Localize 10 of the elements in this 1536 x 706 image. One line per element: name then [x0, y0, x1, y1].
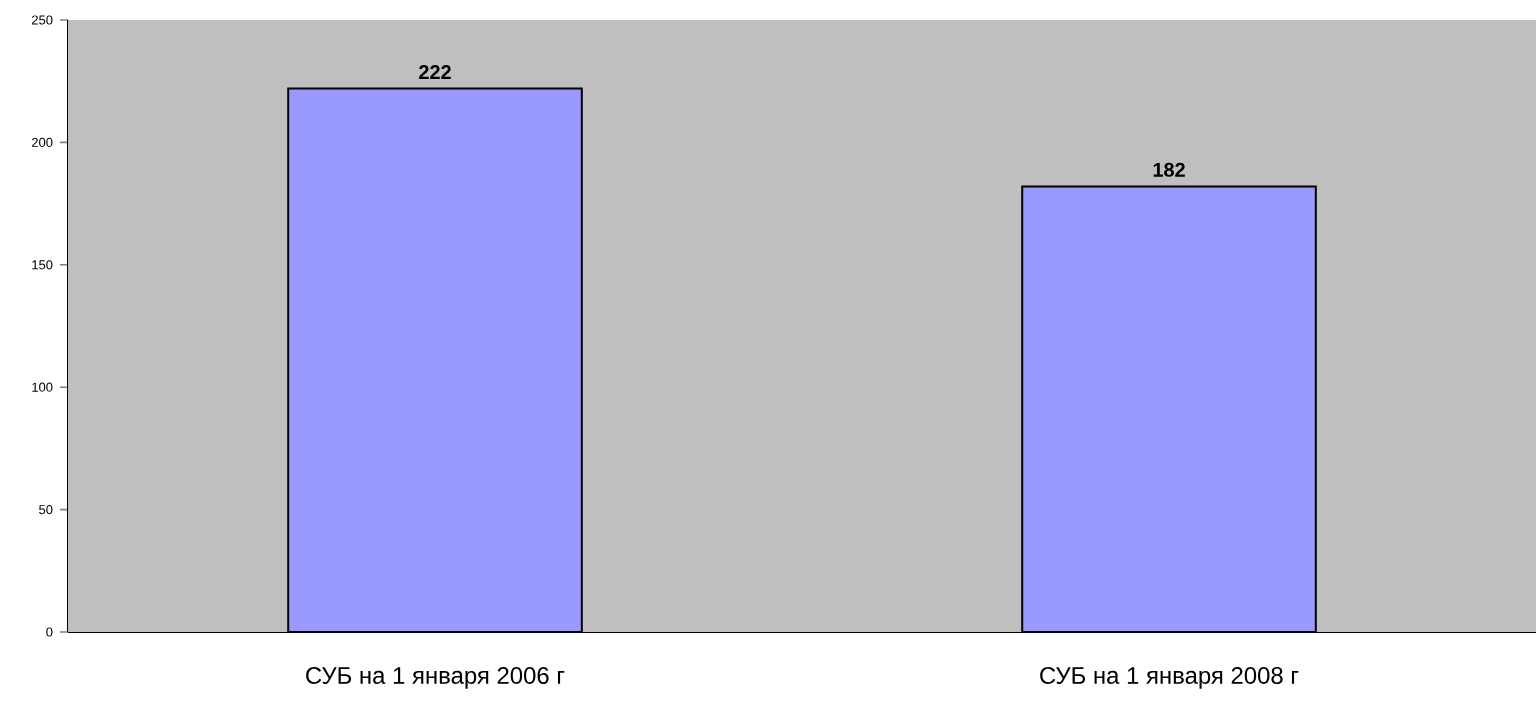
y-tick-label: 200	[32, 137, 53, 147]
y-tick-label: 250	[32, 15, 53, 25]
y-tick-label: 150	[32, 260, 53, 270]
x-tick-label: СУБ на 1 января 2006 г	[306, 667, 565, 689]
y-tick-label: 50	[39, 505, 53, 515]
y-tick-label: 0	[46, 627, 53, 637]
y-tick-label: 100	[32, 382, 53, 392]
x-tick-label: СУБ на 1 января 2008 г	[1040, 667, 1299, 689]
data-label: 222	[419, 65, 451, 79]
data-label: 182	[1153, 162, 1185, 177]
